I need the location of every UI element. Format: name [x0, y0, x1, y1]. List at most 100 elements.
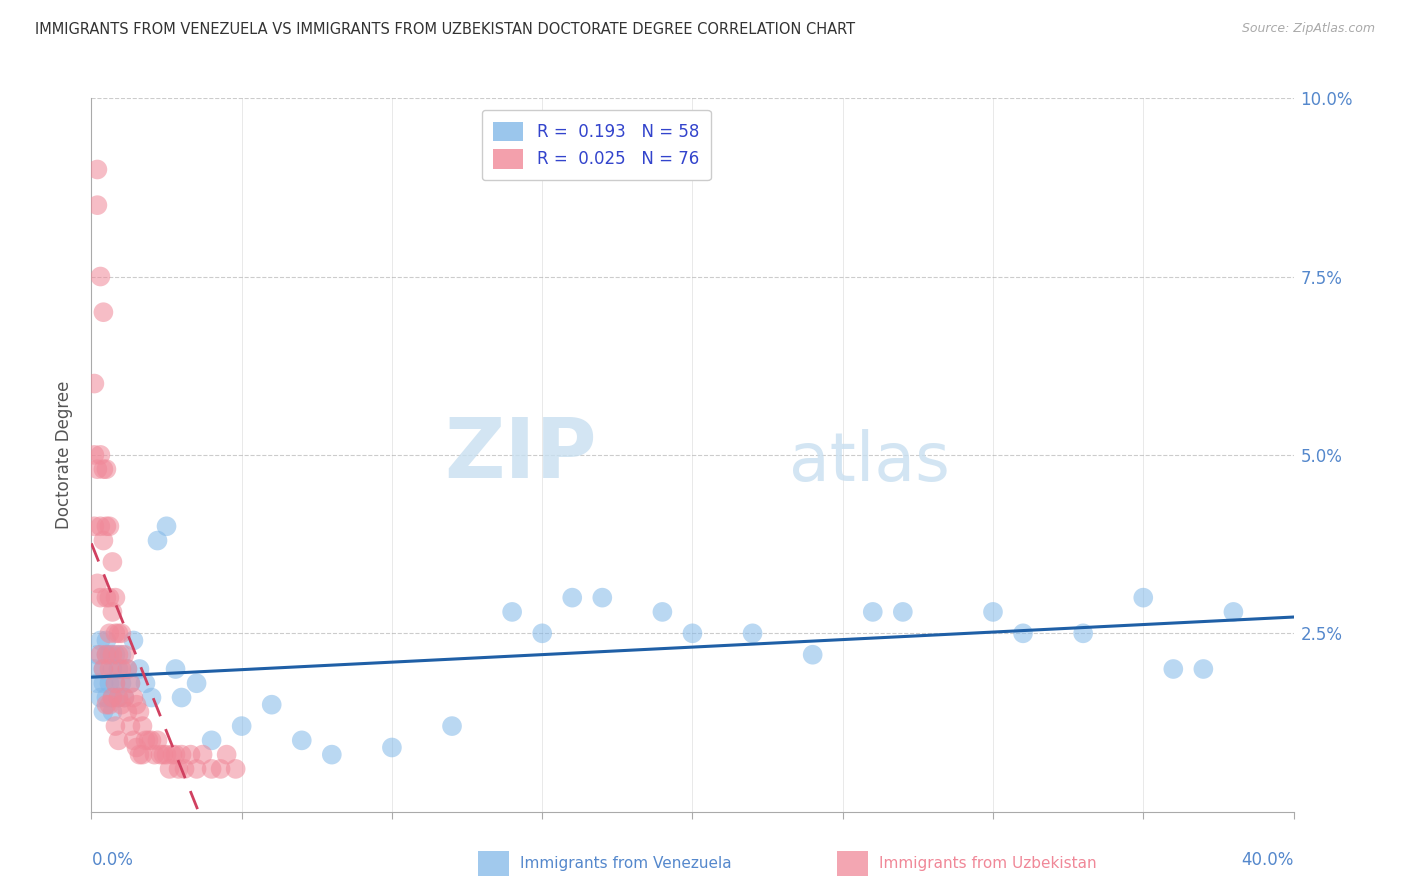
- Point: [186, 762, 208, 776]
- Point: [225, 762, 247, 776]
- Point: [86, 198, 108, 212]
- Point: [98, 648, 121, 662]
- Point: [501, 605, 523, 619]
- Point: [1071, 626, 1094, 640]
- Point: [89, 269, 111, 284]
- Point: [93, 662, 115, 676]
- Point: [131, 747, 153, 762]
- Point: [381, 740, 404, 755]
- Point: [98, 662, 121, 676]
- Point: [149, 747, 172, 762]
- Point: [101, 705, 124, 719]
- Point: [159, 762, 181, 776]
- Point: [215, 747, 238, 762]
- Point: [86, 162, 108, 177]
- Point: [231, 719, 253, 733]
- Point: [107, 626, 129, 640]
- Point: [89, 690, 111, 705]
- Point: [201, 733, 224, 747]
- Point: [96, 462, 118, 476]
- Point: [83, 376, 105, 391]
- Point: [86, 648, 108, 662]
- Point: [1222, 605, 1244, 619]
- Point: [93, 533, 115, 548]
- Point: [104, 676, 127, 690]
- Point: [104, 591, 127, 605]
- Point: [86, 462, 108, 476]
- Point: [98, 591, 121, 605]
- Point: [83, 448, 105, 462]
- Point: [98, 698, 121, 712]
- Point: [117, 705, 139, 719]
- Point: [107, 648, 129, 662]
- Point: [114, 648, 136, 662]
- Point: [120, 676, 142, 690]
- Text: 40.0%: 40.0%: [1241, 851, 1294, 869]
- Y-axis label: Doctorate Degree: Doctorate Degree: [55, 381, 73, 529]
- Point: [93, 662, 115, 676]
- Point: [93, 462, 115, 476]
- Point: [173, 762, 195, 776]
- Point: [531, 626, 554, 640]
- Point: [114, 690, 136, 705]
- Point: [138, 733, 160, 747]
- Point: [96, 648, 118, 662]
- Point: [141, 733, 163, 747]
- Point: [107, 690, 129, 705]
- Point: [186, 676, 208, 690]
- Point: [440, 719, 463, 733]
- Point: [96, 519, 118, 533]
- Text: Immigrants from Uzbekistan: Immigrants from Uzbekistan: [879, 856, 1097, 871]
- Point: [891, 605, 914, 619]
- Text: 0.0%: 0.0%: [91, 851, 134, 869]
- Point: [101, 648, 124, 662]
- Point: [1192, 662, 1215, 676]
- Point: [291, 733, 314, 747]
- Point: [98, 519, 121, 533]
- Point: [128, 662, 150, 676]
- Point: [96, 690, 118, 705]
- Point: [89, 633, 111, 648]
- Point: [591, 591, 613, 605]
- Point: [1161, 662, 1184, 676]
- Point: [96, 648, 118, 662]
- Point: [651, 605, 673, 619]
- Point: [561, 591, 583, 605]
- Point: [122, 690, 145, 705]
- Point: [141, 690, 163, 705]
- Point: [155, 747, 177, 762]
- Text: ZIP: ZIP: [444, 415, 596, 495]
- Point: [120, 676, 142, 690]
- Point: [107, 662, 129, 676]
- Point: [86, 576, 108, 591]
- Point: [862, 605, 884, 619]
- Point: [89, 448, 111, 462]
- Point: [110, 626, 132, 640]
- Legend: R =  0.193   N = 58, R =  0.025   N = 76: R = 0.193 N = 58, R = 0.025 N = 76: [482, 110, 711, 180]
- Point: [741, 626, 763, 640]
- Point: [83, 519, 105, 533]
- Point: [89, 519, 111, 533]
- Point: [128, 705, 150, 719]
- Point: [104, 719, 127, 733]
- Point: [110, 676, 132, 690]
- Point: [96, 591, 118, 605]
- Point: [170, 747, 193, 762]
- Point: [131, 719, 153, 733]
- Point: [93, 705, 115, 719]
- Point: [110, 698, 132, 712]
- Point: [83, 662, 105, 676]
- Point: [165, 747, 187, 762]
- Point: [1012, 626, 1035, 640]
- Point: [104, 676, 127, 690]
- Point: [321, 747, 343, 762]
- Point: [801, 648, 824, 662]
- Point: [170, 690, 193, 705]
- Point: [122, 633, 145, 648]
- Point: [89, 591, 111, 605]
- Point: [146, 733, 169, 747]
- Point: [981, 605, 1004, 619]
- Point: [134, 676, 156, 690]
- Point: [191, 747, 214, 762]
- Point: [107, 733, 129, 747]
